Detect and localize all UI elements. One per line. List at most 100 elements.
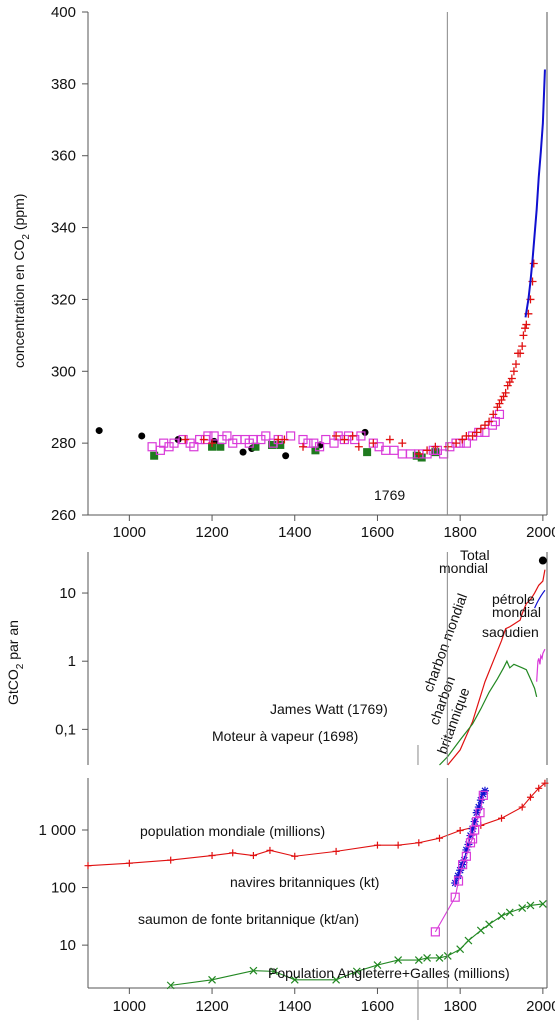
top-xtick-label: 1200 [195,524,228,541]
bot-series-mark-0 [394,841,402,849]
top-ytick-label: 320 [51,291,76,308]
bot-series-mark-1 [451,879,460,887]
bot-series-mark-1 [474,803,483,812]
top-ytick-label: 300 [51,363,76,380]
co2-point-magenta [397,449,407,459]
co2-point-red [299,442,308,451]
bot-series-mark-0 [518,803,526,811]
co2-point-magenta [147,442,157,452]
bot-xtick-label: 1000 [113,998,146,1015]
label-total: Total [460,547,490,563]
bot-series-mark-3 [166,981,175,990]
bot-series-mark-0 [266,846,274,854]
co2-point-magenta [303,438,313,448]
co2-point-red [522,320,531,329]
bot-marks [84,779,549,990]
bot-series-mark-0 [535,784,543,792]
co2-point-magenta [286,431,296,441]
bot-series-mark-0 [291,852,299,860]
co2-point-green [412,451,421,460]
bot-series-mark-3 [476,926,485,935]
co2-point-red [529,259,538,268]
co2-point-green [431,448,440,457]
bot-series-mark-0 [84,862,92,870]
bot-ticks: 10 100 1 000 1000 1200 1400 1600 1800 2000 [38,822,555,1015]
bot-ytick-label: 1 000 [38,822,76,839]
bot-series-mark-2 [453,876,464,886]
co2-point-black [95,427,103,435]
bot-ytick-label: 10 [59,937,76,954]
bot-series-line-3 [170,903,543,986]
label-saoudien: saoudien [482,624,539,640]
co2-point-red [501,388,510,397]
panel-bottom: 10 100 1 000 1000 1200 1400 1600 1800 2000 popul… [38,778,555,1015]
bot-series-mark-2 [450,892,460,902]
co2-point-red [181,435,190,444]
bot-series-mark-0 [208,852,216,860]
mid-ytick-label: 10 [59,585,76,602]
co2-point-red [431,442,440,451]
co2-point-green [150,451,159,460]
co2-point-red [509,367,518,376]
bot-series-mark-3 [373,961,382,970]
co2-point-magenta [169,438,179,448]
mid-ytick-label: 0,1 [55,721,76,738]
co2-point-red [280,435,289,444]
bot-series-mark-0 [125,859,133,867]
bot-series-mark-0 [456,826,464,834]
co2-point-red [503,381,512,390]
co2-mauna-loa-line [524,69,546,318]
top-xtick-label: 1600 [361,524,394,541]
top-ylabel: concentration en CO2 (ppm) [11,194,32,368]
bot-series-mark-1 [454,871,463,880]
co2-point-red [495,399,504,408]
co2-point-red [468,431,477,440]
bot-series-mark-1 [466,831,475,840]
co2-point-red [472,428,481,437]
co2-point-black [138,432,146,440]
co2-point-red [423,446,432,455]
mid-ticks: 0,1 1 10 [55,585,88,738]
co2-point-red [505,378,514,387]
mid-ylabel-sub: 2 [15,663,26,669]
co2-point-red [340,435,349,444]
bot-ytick-label: 100 [51,880,76,897]
co2-point-magenta [356,431,366,441]
top-ytick-label: 260 [51,507,76,524]
bot-series-mark-3 [456,945,465,954]
co2-point-red [369,439,378,448]
top-xtick-label: 1400 [278,524,311,541]
top-ytick-label: 280 [51,435,76,452]
co2-point-red [348,431,357,440]
mid-marks [439,556,547,766]
bot-series-mark-3 [497,912,506,920]
co2-point-magenta [222,431,232,441]
co2-point-green [251,442,260,451]
top-ylabel-sub: 2 [21,234,32,240]
bot-series-mark-1 [478,790,487,799]
top-ticks: 260 280 300 320 340 360 380 400 1000 1200 1400 1600… [51,4,555,541]
bot-series-mark-3 [435,953,444,962]
total-mondial-point [538,556,547,565]
co2-point-red [489,410,498,419]
co2-point-black [239,448,247,456]
co2-point-red [199,435,208,444]
co2-point-red [507,374,516,383]
label-saumon: saumon de fonte britannique (kt/an) [138,911,359,927]
label-james-watt: James Watt (1769) [270,701,388,717]
annotation-1769: 1769 [374,487,405,503]
co2-point-red [452,439,461,448]
bot-xtick-label: 1800 [443,998,476,1015]
bot-series-mark-3 [414,956,423,964]
bot-series-mark-3 [423,953,432,962]
bot-series-mark-1 [476,796,485,805]
co2-point-magenta [314,442,325,452]
label-moteur-vapeur: Moteur à vapeur (1698) [212,728,358,744]
co2-point-black [282,452,290,460]
emissions-line-0 [447,569,546,766]
co2-point-red [521,324,530,333]
top-ytick-label: 400 [51,4,76,21]
bot-series-mark-3 [464,936,473,945]
bot-series-mark-1 [456,866,465,875]
